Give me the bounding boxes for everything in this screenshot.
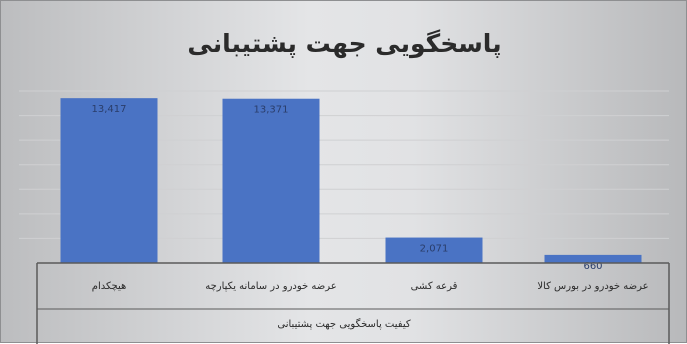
- category-tick-label: عرضه خودرو در بورس کالا: [537, 281, 648, 292]
- bar-value-label: 2,071: [420, 244, 449, 255]
- bar-value-label: 13,371: [254, 105, 289, 116]
- category-tick-label: هیچکدام: [92, 281, 127, 292]
- bar: [385, 237, 483, 263]
- bar: [544, 254, 642, 263]
- category-tick-label: عرضه خودرو در سامانه یکپارچه: [205, 281, 337, 292]
- category-tick-label: قرعه کشی: [411, 281, 458, 292]
- bar: [60, 98, 158, 264]
- bar: [222, 98, 320, 263]
- x-axis-title: کیفیت پاسخگویی جهت پشتیبانی: [277, 318, 410, 330]
- bar-value-label: 660: [583, 261, 602, 272]
- chart-title: پاسخگویی جهت پشتیبانی: [187, 29, 502, 58]
- bar-value-label: 13,417: [92, 104, 127, 115]
